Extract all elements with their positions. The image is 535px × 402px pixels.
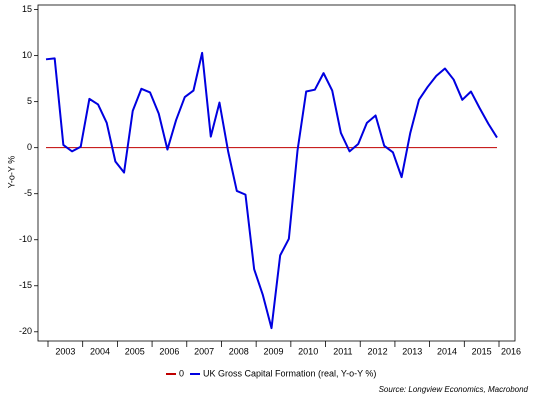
y-tick-label: -10 (19, 234, 32, 244)
x-tick-label: 2014 (437, 346, 457, 356)
y-tick-label: 15 (22, 4, 32, 14)
x-tick-label: 2003 (55, 346, 75, 356)
y-tick-label: 10 (22, 50, 32, 60)
x-tick-label: 2010 (298, 346, 318, 356)
legend-label: UK Gross Capital Formation (real, Y-o-Y … (203, 368, 376, 378)
series-line (45, 51, 498, 330)
y-tick-label: -20 (19, 326, 32, 336)
legend-label: 0 (179, 368, 184, 378)
x-tick-label: 2004 (90, 346, 110, 356)
x-tick-label: 2006 (159, 346, 179, 356)
x-tick-label: 2016 (501, 346, 521, 356)
plot-frame (37, 4, 516, 342)
y-tick-label: -15 (19, 280, 32, 290)
x-tick-label: 2013 (402, 346, 422, 356)
x-tick-label: 2015 (472, 346, 492, 356)
x-tick-label: 2012 (368, 346, 388, 356)
y-tick-label: 5 (27, 96, 32, 106)
y-tick-label: 0 (27, 142, 32, 152)
x-tick-label: 2005 (125, 346, 145, 356)
source: Source: Longview Economics, Macrobond (379, 385, 529, 394)
x-tick-label: 2008 (229, 346, 249, 356)
x-tick-label: 2009 (263, 346, 283, 356)
x-tick-label: 2011 (333, 346, 352, 356)
x-tick-label: 2007 (194, 346, 214, 356)
y-tick-label: -5 (24, 188, 32, 198)
y-axis-label: Y-o-Y % (6, 156, 16, 189)
